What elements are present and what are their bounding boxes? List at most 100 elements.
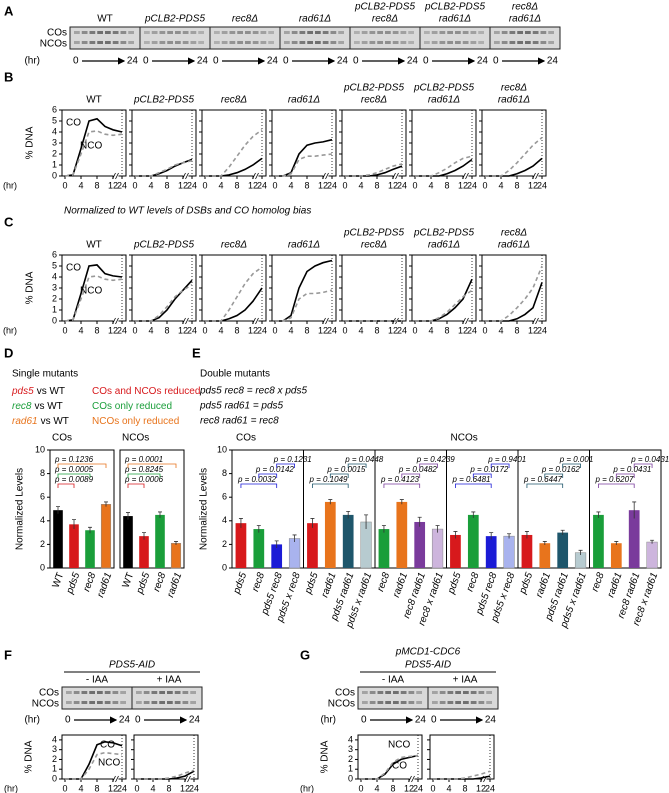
x-tick-label: 0 xyxy=(202,325,207,335)
x-tick-label: 12 xyxy=(388,180,398,190)
series-line xyxy=(361,754,419,780)
gel-band xyxy=(369,41,376,44)
bar xyxy=(307,523,318,568)
gel-band xyxy=(112,691,119,694)
axis-break-gap xyxy=(393,173,399,179)
y-tick-label: 1 xyxy=(52,304,57,314)
y-axis-label: % DNA xyxy=(320,740,331,773)
gel-band xyxy=(501,31,508,34)
bar xyxy=(539,543,551,568)
gel-band xyxy=(81,31,88,34)
y-tick-label: 3 xyxy=(348,744,353,754)
gel-band xyxy=(144,31,150,34)
gel-band xyxy=(432,701,438,704)
gel-band xyxy=(143,691,150,694)
x-tick-label: 8 xyxy=(94,180,99,190)
gel-band xyxy=(315,41,321,44)
gel-band xyxy=(439,31,446,34)
gel-band xyxy=(330,31,337,34)
gel-band xyxy=(478,31,484,34)
p-value: p = 0.0005 xyxy=(54,465,94,474)
gel-band xyxy=(159,691,165,694)
gel-band xyxy=(494,31,500,34)
category-label: rad61 xyxy=(606,571,625,599)
series-label: CO xyxy=(66,263,81,274)
plot-frame xyxy=(201,254,267,322)
x-tick-label: 24 xyxy=(327,180,337,190)
gel-band xyxy=(128,41,134,44)
gel-band xyxy=(66,691,72,694)
genotype-label: rec8Δ xyxy=(221,95,247,106)
p-value: p = 0.0142 xyxy=(255,465,295,474)
x-tick-label: 24 xyxy=(397,180,407,190)
panel-label: C xyxy=(4,214,14,229)
x-tick-label: 24 xyxy=(117,325,127,335)
gel-band xyxy=(268,41,274,44)
gel-band xyxy=(361,31,368,34)
gel-band xyxy=(229,41,236,44)
x-tick-label: 8 xyxy=(94,783,99,793)
y-tick-label: 0 xyxy=(52,315,57,325)
x-tick-label: 12 xyxy=(318,180,328,190)
gel-band xyxy=(354,41,360,44)
genotype-label: rad61Δ xyxy=(299,14,332,25)
gel-band xyxy=(455,691,461,694)
panel-title: Normalized to WT levels of DSBs and CO h… xyxy=(64,206,311,217)
comparison-effect: COs only reduced xyxy=(92,401,172,412)
time-unit: (hr) xyxy=(24,715,40,726)
time-label: 24 xyxy=(407,56,419,67)
axis-break-gap xyxy=(183,318,189,324)
error-bar xyxy=(142,532,146,540)
series-label: CO xyxy=(392,761,407,772)
bar xyxy=(324,501,336,568)
gel-band xyxy=(159,701,165,704)
x-tick-label: 8 xyxy=(514,180,519,190)
y-tick-label: 4 xyxy=(348,734,353,744)
bar xyxy=(628,510,640,568)
gel-band xyxy=(136,701,142,704)
series-line xyxy=(345,163,403,177)
gel-band xyxy=(400,31,407,34)
gel-band xyxy=(299,41,306,44)
p-bracket xyxy=(258,473,278,478)
x-tick-label: 8 xyxy=(444,325,449,335)
error-bar xyxy=(328,499,333,505)
x-tick-label: 12 xyxy=(108,783,118,793)
category-label: pds5 xyxy=(231,571,249,596)
y-tick-label: 1 xyxy=(348,764,353,774)
x-tick-label: 12 xyxy=(528,180,538,190)
p-bracket xyxy=(383,483,421,488)
gel-band xyxy=(548,31,554,34)
gel-band xyxy=(416,701,422,704)
gel-band xyxy=(221,31,228,34)
p-value: p = 0.0006 xyxy=(124,475,164,484)
gel-band xyxy=(354,31,360,34)
gel-band xyxy=(548,41,554,44)
gel-band xyxy=(104,701,111,704)
x-tick-label: 0 xyxy=(62,180,67,190)
time-label: 0 xyxy=(493,56,499,67)
error-bar xyxy=(489,532,494,540)
gel-band xyxy=(112,701,119,704)
y-tick-label: 2 xyxy=(40,539,45,549)
error-bar xyxy=(471,511,476,518)
p-bracket xyxy=(127,463,177,468)
gel-band xyxy=(128,31,134,34)
gel-band xyxy=(268,31,274,34)
gel-band xyxy=(361,41,368,44)
category-label: rec8 xyxy=(375,571,392,593)
x-tick-label: 4 xyxy=(428,180,433,190)
bar xyxy=(123,516,133,568)
comparison-effect: COs and NCOs reduced xyxy=(92,386,200,397)
gel-band xyxy=(252,41,259,44)
panel-label: D xyxy=(4,345,13,360)
time-label: 0 xyxy=(353,56,359,67)
gel-band xyxy=(136,691,142,694)
x-tick-label: 24 xyxy=(327,325,337,335)
gel-band xyxy=(167,31,173,34)
x-tick-label: 12 xyxy=(108,180,118,190)
x-tick-label: 12 xyxy=(476,783,486,793)
genotype-label: rec8Δ xyxy=(501,228,527,239)
x-tick-label: 24 xyxy=(257,180,267,190)
error-bar xyxy=(417,516,422,527)
